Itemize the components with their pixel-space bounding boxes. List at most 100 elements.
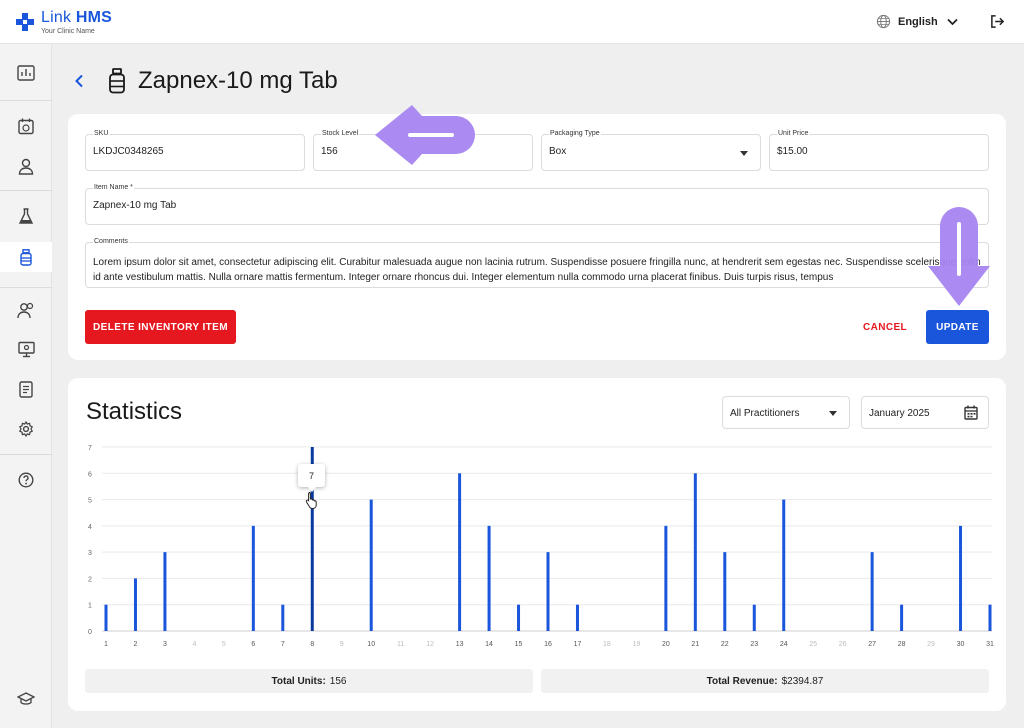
chart-x-tick-label: 9 <box>340 641 344 648</box>
chart-bar[interactable] <box>664 525 668 631</box>
chart-y-tick-label: 7 <box>88 445 92 452</box>
delete-inventory-button[interactable]: DELETE INVENTORY ITEM <box>85 310 236 344</box>
sidebar-item-dashboard[interactable] <box>0 58 52 88</box>
chevron-down-icon <box>947 18 958 25</box>
chart-bar[interactable] <box>959 525 963 631</box>
sku-field[interactable]: SKU LKDJC0348265 <box>85 130 305 171</box>
top-bar: Link HMS Your Clinic Name English <box>0 0 1024 44</box>
back-button[interactable] <box>74 74 90 88</box>
unit-price-field[interactable]: Unit Price $15.00 <box>769 130 989 171</box>
chart-bar[interactable] <box>575 604 579 631</box>
month-picker[interactable]: January 2025 <box>861 396 989 429</box>
chart-bar[interactable] <box>163 552 167 631</box>
chart-x-tick-label: 27 <box>868 641 876 648</box>
month-value: January 2025 <box>869 408 930 419</box>
sidebar-item-calendar[interactable] <box>0 111 52 141</box>
chart-bar[interactable] <box>988 604 992 631</box>
chart-bar[interactable] <box>310 447 314 631</box>
item-name-field[interactable]: Item Name * Zapnex-10 mg Tab <box>85 184 989 225</box>
settings-icon <box>18 421 34 437</box>
packaging-type-select[interactable]: Packaging Type Box <box>541 130 761 171</box>
total-units-summary: Total Units: 156 <box>85 669 533 693</box>
logout-icon[interactable] <box>990 14 1005 29</box>
logo[interactable]: Link HMS Your Clinic Name <box>16 10 112 35</box>
cancel-button[interactable]: CANCEL <box>862 321 908 333</box>
dashboard-icon <box>17 65 35 81</box>
chart-bar[interactable] <box>900 604 904 631</box>
chart-x-tick-label: 25 <box>809 641 817 648</box>
comments-field[interactable]: Comments Lorem ipsum dolor sit amet, con… <box>85 238 989 288</box>
clinic-name: Your Clinic Name <box>41 28 95 35</box>
chart-x-tick-label: 18 <box>603 641 611 648</box>
calendar-icon <box>964 405 978 420</box>
chart-bar[interactable] <box>517 604 521 631</box>
chart-tooltip: 7 <box>298 464 325 492</box>
chart-bar[interactable] <box>487 525 491 631</box>
chart-bar[interactable] <box>693 473 697 631</box>
sku-value: LKDJC0348265 <box>93 146 164 157</box>
chart-x-tick-label: 30 <box>957 641 965 648</box>
total-revenue-summary: Total Revenue: $2394.87 <box>541 669 989 693</box>
total-revenue-value: $2394.87 <box>781 675 824 687</box>
chart-bar[interactable] <box>870 552 874 631</box>
patient-icon <box>18 158 34 175</box>
packaging-type-value: Box <box>549 146 567 157</box>
sidebar-item-staff[interactable] <box>0 295 52 325</box>
sidebar <box>0 44 52 728</box>
chart-bar[interactable] <box>369 499 373 631</box>
chart-bar[interactable] <box>104 604 108 631</box>
chart-x-tick-label: 2 <box>134 641 138 648</box>
chart-x-tick-label: 13 <box>456 641 464 648</box>
chart-x-tick-label: 16 <box>544 641 552 648</box>
inventory-bottle-icon <box>20 248 32 266</box>
sidebar-item-inventory[interactable] <box>0 242 52 272</box>
chart-x-tick-label: 14 <box>485 641 493 648</box>
sidebar-item-lab[interactable] <box>0 201 52 231</box>
monitor-icon <box>17 341 35 357</box>
chart-bar[interactable] <box>546 552 550 631</box>
chart-x-tick-label: 6 <box>251 641 255 648</box>
sidebar-item-settings[interactable] <box>0 414 52 444</box>
chart-x-tick-label: 21 <box>691 641 699 648</box>
chart-y-tick-label: 2 <box>88 576 92 583</box>
calendar-icon <box>18 118 34 134</box>
chart-bar[interactable] <box>458 473 462 631</box>
language-selector[interactable]: English <box>876 14 958 29</box>
sidebar-item-patients[interactable] <box>0 151 52 181</box>
chart-x-tick-label: 8 <box>310 641 314 648</box>
dropdown-caret-icon <box>829 411 837 416</box>
statistics-title: Statistics <box>86 398 183 425</box>
chart-x-tick-label: 11 <box>397 641 404 648</box>
sidebar-item-reports[interactable] <box>0 374 52 404</box>
sidebar-item-help[interactable] <box>0 465 52 495</box>
sidebar-item-monitor[interactable] <box>0 334 52 364</box>
comments-label: Comments <box>93 238 129 245</box>
comments-value: Lorem ipsum dolor sit amet, consectetur … <box>93 257 981 283</box>
practitioner-value: All Practitioners <box>730 408 800 419</box>
chart-bar[interactable] <box>782 499 786 631</box>
unit-price-value: $15.00 <box>777 146 808 157</box>
chart-bar[interactable] <box>723 552 727 631</box>
chart-bar[interactable] <box>251 525 255 631</box>
update-button[interactable]: UPDATE <box>926 310 989 344</box>
sidebar-item-education[interactable] <box>0 684 52 714</box>
chart-y-tick-label: 3 <box>88 550 92 557</box>
chart-x-tick-label: 12 <box>426 641 434 648</box>
practitioner-select[interactable]: All Practitioners <box>722 396 850 429</box>
chart-y-tick-label: 1 <box>88 603 92 610</box>
logo-title-suffix: HMS <box>75 9 112 26</box>
education-icon <box>17 692 35 705</box>
unit-price-label: Unit Price <box>777 130 810 137</box>
chevron-left-icon <box>75 74 83 88</box>
chart-bar[interactable] <box>133 578 137 631</box>
chart-x-tick-label: 1 <box>104 641 108 648</box>
medicine-bottle-icon <box>109 68 125 94</box>
chart-bar[interactable] <box>752 604 756 631</box>
chart-x-tick-label: 22 <box>721 641 729 648</box>
total-units-label: Total Units: <box>271 675 326 687</box>
stock-level-field[interactable]: Stock Level 156 <box>313 130 533 171</box>
sku-label: SKU <box>93 130 110 137</box>
lab-flask-icon <box>18 207 34 224</box>
chart-bar[interactable] <box>281 604 285 631</box>
